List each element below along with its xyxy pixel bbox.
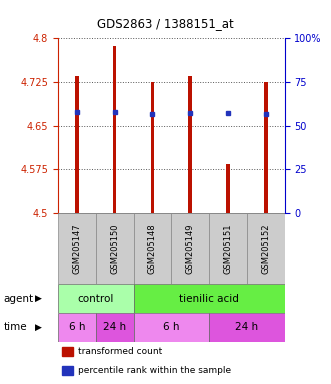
Text: 24 h: 24 h bbox=[103, 322, 126, 333]
Bar bbox=[113, 46, 117, 213]
Bar bbox=[151, 82, 154, 213]
Bar bbox=[133, 284, 285, 313]
Bar bbox=[96, 213, 133, 284]
Text: GSM205152: GSM205152 bbox=[261, 223, 270, 274]
Bar bbox=[133, 313, 209, 342]
Bar bbox=[58, 213, 96, 284]
Bar bbox=[75, 76, 79, 213]
Bar bbox=[133, 213, 171, 284]
Bar bbox=[264, 82, 268, 213]
Bar bbox=[171, 213, 209, 284]
Text: GSM205148: GSM205148 bbox=[148, 223, 157, 274]
Text: 24 h: 24 h bbox=[235, 322, 259, 333]
Bar bbox=[209, 213, 247, 284]
Bar bbox=[247, 213, 285, 284]
Text: GSM205149: GSM205149 bbox=[186, 223, 195, 274]
Bar bbox=[63, 366, 73, 375]
Text: agent: agent bbox=[3, 293, 33, 304]
Bar bbox=[226, 164, 230, 213]
Bar bbox=[209, 313, 285, 342]
Text: ▶: ▶ bbox=[35, 323, 41, 332]
Bar bbox=[96, 313, 133, 342]
Text: GDS2863 / 1388151_at: GDS2863 / 1388151_at bbox=[97, 17, 234, 30]
Text: time: time bbox=[3, 322, 27, 333]
Text: transformed count: transformed count bbox=[78, 347, 163, 356]
Text: percentile rank within the sample: percentile rank within the sample bbox=[78, 366, 231, 375]
Bar bbox=[58, 284, 133, 313]
Text: 6 h: 6 h bbox=[163, 322, 179, 333]
Text: 6 h: 6 h bbox=[69, 322, 85, 333]
Text: ▶: ▶ bbox=[35, 294, 41, 303]
Bar bbox=[63, 347, 73, 356]
Text: GSM205151: GSM205151 bbox=[223, 223, 232, 274]
Text: GSM205150: GSM205150 bbox=[110, 223, 119, 274]
Text: GSM205147: GSM205147 bbox=[72, 223, 81, 274]
Bar bbox=[58, 313, 96, 342]
Text: control: control bbox=[77, 293, 114, 304]
Text: tienilic acid: tienilic acid bbox=[179, 293, 239, 304]
Bar bbox=[188, 76, 192, 213]
